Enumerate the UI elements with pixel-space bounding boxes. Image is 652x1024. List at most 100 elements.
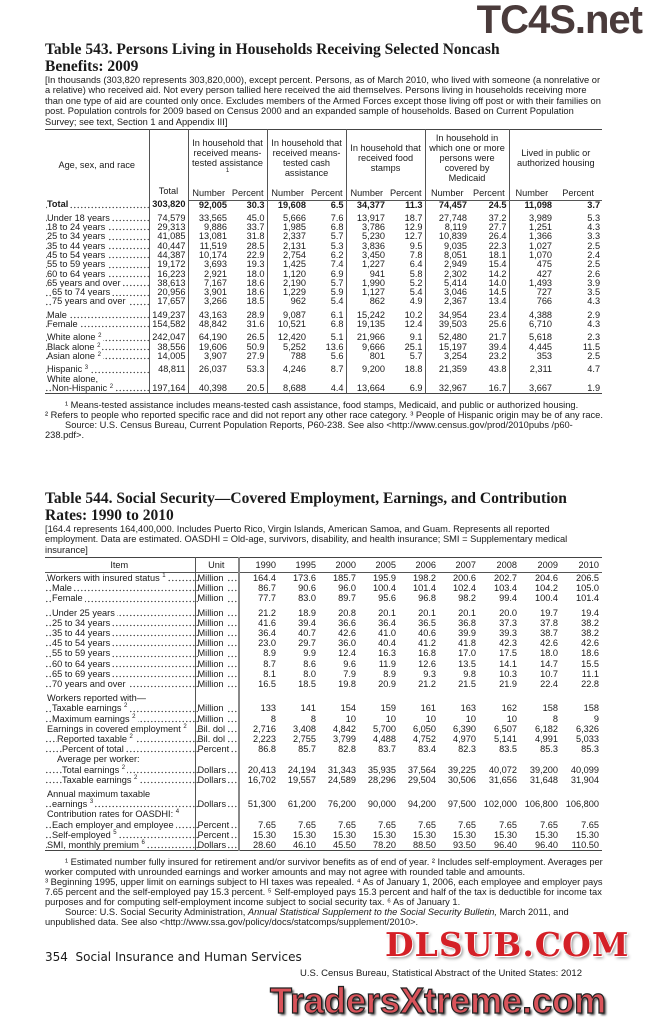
value-cell xyxy=(279,693,319,703)
table-row: Taxable earnings 2 Dollars 16,702 19,557 24,… xyxy=(45,774,602,786)
unit-text: Million xyxy=(197,668,224,679)
value-cell: 96.8 xyxy=(418,593,436,604)
number-cell: 5,666 xyxy=(266,213,309,224)
total-cell: 38,613 xyxy=(148,278,188,289)
unit-cell: Million xyxy=(194,617,240,629)
percent-cell: 25.6 xyxy=(488,319,507,330)
percent-cell: 4.4 xyxy=(330,382,344,393)
percent-cell: 26.4 xyxy=(488,231,507,242)
number-cell: 2,190 xyxy=(266,278,309,289)
table-row: Contribution rates for OASDHI: 4 xyxy=(45,809,602,820)
percent-cell: 3.9 xyxy=(587,277,601,288)
row-label-text: Asian alone xyxy=(47,350,96,361)
source-title: Annual Statistical Supplement to the Soc… xyxy=(247,907,498,917)
value-cell: 10.7 xyxy=(540,668,558,679)
group-header-label: In household that received means-tested … xyxy=(271,137,342,178)
row-label-wrap: 75 years and over xyxy=(52,296,128,307)
percent-cell: 2.5 xyxy=(587,350,601,361)
value-cell: 15.30 xyxy=(333,829,356,840)
value-cell: 93.50 xyxy=(453,840,476,851)
table-row: Self-employed 5 Percent 15.30 15.30 15.30 15.… xyxy=(45,829,602,841)
percent-cell: 14.5 xyxy=(488,287,507,298)
row-label: Taxable earnings 2 xyxy=(45,703,195,714)
row-label-wrap: 60 to 64 years xyxy=(47,268,108,279)
value-cell: 8 xyxy=(310,713,316,724)
value-cell xyxy=(279,754,319,764)
spacer-cell xyxy=(424,329,470,334)
value-cell: 21.2 xyxy=(258,607,276,618)
table-row: earnings 3 Dollars 51,300 61,200 76,200 90,00… xyxy=(45,799,602,810)
footnote-marker: 2 xyxy=(97,342,101,349)
footnote-marker: 3 xyxy=(84,365,89,372)
percent-cell: 5.8 xyxy=(409,268,423,279)
percent-cell: 5.1 xyxy=(330,332,344,343)
number-cell: 1,120 xyxy=(266,269,309,279)
value-cell: 61,200 xyxy=(287,799,316,810)
value-cell xyxy=(399,789,439,799)
spacer-cell xyxy=(187,361,229,366)
percent-cell: 30.3 xyxy=(246,199,265,210)
number-cell: 43,163 xyxy=(187,310,229,321)
table-row: 25 to 34 years Million 41.6 39.4 36.6 36.4 36.… xyxy=(45,617,602,629)
number-cell: 19,135 xyxy=(345,319,388,330)
percent-header: Percent xyxy=(554,185,603,201)
total-cell: 40,447 xyxy=(148,241,188,251)
row-label-text: Earnings in covered employment xyxy=(47,723,181,734)
unit-wrap: Million xyxy=(197,628,226,639)
table-row: 55 to 59 years 19,172 3,693 19.3 1,425 7.4 1,2… xyxy=(45,259,602,270)
unit-text: Million xyxy=(197,628,224,639)
unit-cell: Million xyxy=(194,703,240,714)
percent-cell: 15.4 xyxy=(488,259,507,270)
number-cell: 788 xyxy=(266,351,309,362)
group-header-label: In household in which one or more person… xyxy=(429,132,505,183)
spacer-cell xyxy=(424,209,470,214)
row-label-wrap: Each employer and employee xyxy=(52,819,176,830)
number-cell: 11,098 xyxy=(508,200,555,210)
value-cell: 40.6 xyxy=(418,628,436,639)
number-cell: 5,618 xyxy=(508,333,555,343)
percent-cell: 6.9 xyxy=(330,268,344,279)
row-label-wrap: 60 to 64 years xyxy=(52,658,113,669)
publication-credit: U.S. Census Bureau, Statistical Abstract… xyxy=(300,968,582,979)
unit-text: Million xyxy=(197,583,224,594)
row-label: Black alone 2 xyxy=(45,341,149,352)
total-cell: 48,811 xyxy=(148,364,188,375)
row-label-text: Male xyxy=(47,309,67,320)
row-label-wrap: Annual maximum taxable xyxy=(47,789,150,799)
source-note: Source: U.S. Census Bureau, Current Popu… xyxy=(45,420,573,440)
row-label-text: Female xyxy=(47,319,78,330)
row-label-text: 45 to 54 years xyxy=(52,638,111,649)
percent-cell: 3.3 xyxy=(587,231,601,242)
number-cell: 1,493 xyxy=(508,278,555,289)
value-cell: 102.4 xyxy=(453,583,476,594)
value-cell: 88.50 xyxy=(413,840,436,851)
row-label-wrap: Total xyxy=(47,199,71,210)
percent-cell: 22.3 xyxy=(488,240,507,251)
row-label-text: Percent of total xyxy=(62,744,124,755)
spacer-cell xyxy=(266,306,309,311)
number-cell: 1,027 xyxy=(508,241,555,251)
table-row: 65 to 74 years 20,956 3,901 18.6 1,229 5.9 1,1… xyxy=(45,287,602,298)
unit-wrap: Dollars xyxy=(197,840,229,851)
row-label-text: Reported taxable xyxy=(57,734,127,745)
number-cell: 15,197 xyxy=(424,342,470,352)
row-label-wrap: 18 to 24 years xyxy=(47,222,108,233)
value-cell: 29,504 xyxy=(407,774,436,785)
number-cell: 1,366 xyxy=(508,232,555,242)
number-cell: 12,420 xyxy=(266,333,309,343)
unit-wrap: Million xyxy=(197,703,226,714)
value-cell: 9.3 xyxy=(423,668,436,679)
number-cell: 52,480 xyxy=(424,333,470,343)
row-label-wrap: 25 to 34 years xyxy=(52,617,113,628)
unit-cell: Million xyxy=(194,668,240,680)
value-cell: 42.6 xyxy=(540,638,558,649)
value-cell: 7.65 xyxy=(298,819,316,830)
row-label-wrap: Reported taxable 2 xyxy=(57,734,135,745)
number-cell: 92,005 xyxy=(187,200,229,210)
row-label: Average per worker: xyxy=(45,754,195,764)
row-label: 55 to 59 years xyxy=(45,648,195,659)
number-cell: 9,886 xyxy=(187,222,229,233)
row-label: earnings 3 xyxy=(45,799,195,810)
watermark-top: TC4S.net xyxy=(476,0,643,42)
value-cell: 10 xyxy=(506,713,517,724)
